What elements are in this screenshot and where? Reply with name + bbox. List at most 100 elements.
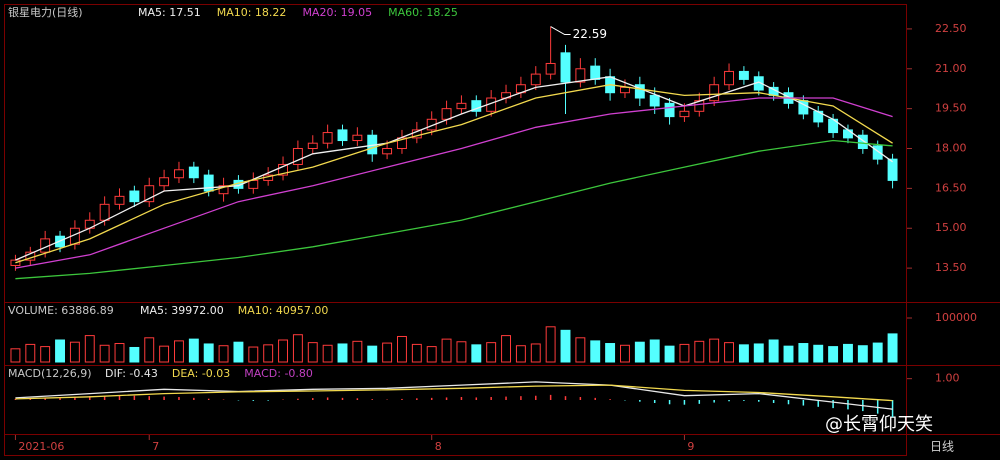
x-tick-label: 8 xyxy=(435,440,442,453)
candle-body xyxy=(679,110,690,118)
volume-bar xyxy=(872,342,883,363)
volume-bar xyxy=(530,343,541,363)
volume-bar xyxy=(218,345,229,363)
volume-bar xyxy=(263,344,274,363)
volume-bar xyxy=(203,343,214,363)
candle-body xyxy=(337,129,348,142)
volume-bar xyxy=(456,341,467,363)
volume-bar xyxy=(560,329,571,363)
volume-bar xyxy=(441,338,452,363)
volume-bar xyxy=(515,345,526,363)
volume-bar xyxy=(753,343,764,363)
volume-bar xyxy=(486,342,497,363)
candle-body xyxy=(471,100,482,112)
volume-bar xyxy=(709,338,720,363)
volume-ma-label: MA10: 40957.00 xyxy=(238,304,329,317)
candle-body xyxy=(292,148,303,165)
volume-ma-label: MA5: 39972.00 xyxy=(140,304,224,317)
candle-body xyxy=(857,134,868,150)
candle-body xyxy=(620,86,630,94)
volume-bar xyxy=(620,344,630,363)
volume-bar xyxy=(159,345,170,363)
volume-bar xyxy=(188,338,199,363)
candle-body xyxy=(738,70,749,80)
volume-bar xyxy=(337,343,348,363)
volume-bar xyxy=(174,340,184,363)
candle-body xyxy=(322,132,333,144)
volume-bar xyxy=(828,346,839,363)
volume-bar xyxy=(233,341,244,363)
frame xyxy=(4,4,907,456)
legend-entry: MA60: 18.25 xyxy=(388,6,458,19)
volume-bar xyxy=(724,342,734,363)
ma-line xyxy=(15,139,893,280)
volume-bar xyxy=(738,344,749,363)
candle-body xyxy=(575,68,586,83)
volume-bar xyxy=(84,335,95,363)
candle-body xyxy=(530,73,541,86)
macd-line xyxy=(15,381,893,410)
volume-bar xyxy=(813,344,824,363)
ma-line xyxy=(15,97,893,269)
volume-bar xyxy=(575,337,586,363)
volume-bar xyxy=(367,345,378,363)
candle-body xyxy=(99,203,110,221)
candle-body xyxy=(664,102,675,118)
volume-bar xyxy=(352,340,363,363)
legend-entry: MA5: 17.51 xyxy=(138,6,201,19)
volume-bar xyxy=(397,335,407,363)
volume-bar xyxy=(857,345,868,363)
macd-legend: DEA: -0.03 xyxy=(172,367,230,380)
candle-body xyxy=(872,145,883,160)
volume-bar xyxy=(426,346,437,363)
volume-bar xyxy=(679,343,690,363)
y-tick-label: 16.50 xyxy=(935,181,967,194)
y-tick-label: 19.50 xyxy=(935,102,967,115)
candle-body xyxy=(560,52,571,83)
volume-bar xyxy=(322,344,333,363)
volume-bar xyxy=(887,333,898,363)
x-tick-label: 2021-06 xyxy=(18,440,64,453)
y-tick-label: 13.50 xyxy=(935,261,967,274)
volume-bar xyxy=(843,343,853,363)
watermark: @长霄仰天笑 xyxy=(825,414,933,435)
volume-bar xyxy=(768,339,779,363)
macd-legend: MACD: -0.80 xyxy=(244,367,313,380)
y-tick-label: 22.50 xyxy=(935,22,967,35)
candle-body xyxy=(634,84,645,99)
candle-body xyxy=(307,142,318,150)
candle-body xyxy=(174,169,184,179)
candle-body xyxy=(709,84,720,102)
candle-body xyxy=(649,94,660,107)
volume-bar xyxy=(605,343,616,363)
y-tick-label: 1.00 xyxy=(935,372,960,385)
x-tick-label: 9 xyxy=(687,440,694,453)
candle-body xyxy=(248,179,259,189)
candle-body xyxy=(382,148,393,155)
volume-bar xyxy=(69,341,80,363)
y-tick-label: 18.00 xyxy=(935,142,967,155)
candle-body xyxy=(188,166,199,179)
candle-body xyxy=(218,185,229,195)
candle-body xyxy=(590,65,601,80)
y-tick-label: 21.00 xyxy=(935,62,967,75)
volume-bar xyxy=(307,342,318,363)
volume-bar xyxy=(292,334,303,363)
volume-bar xyxy=(278,339,288,363)
volume-bar xyxy=(590,340,601,363)
annotation-leader xyxy=(550,26,571,36)
candle-body xyxy=(114,195,125,205)
candle-body xyxy=(144,185,155,203)
candle-body xyxy=(441,108,452,120)
chart-title: 银星电力(日线) xyxy=(8,5,83,19)
macd-title: MACD(12,26,9) xyxy=(8,367,92,380)
candle-body xyxy=(278,163,288,176)
macd-legend: DIF: -0.43 xyxy=(105,367,158,380)
candle-body xyxy=(887,158,898,181)
candle-body xyxy=(843,129,853,139)
volume-bar xyxy=(114,343,125,363)
volume-bar xyxy=(664,345,675,363)
